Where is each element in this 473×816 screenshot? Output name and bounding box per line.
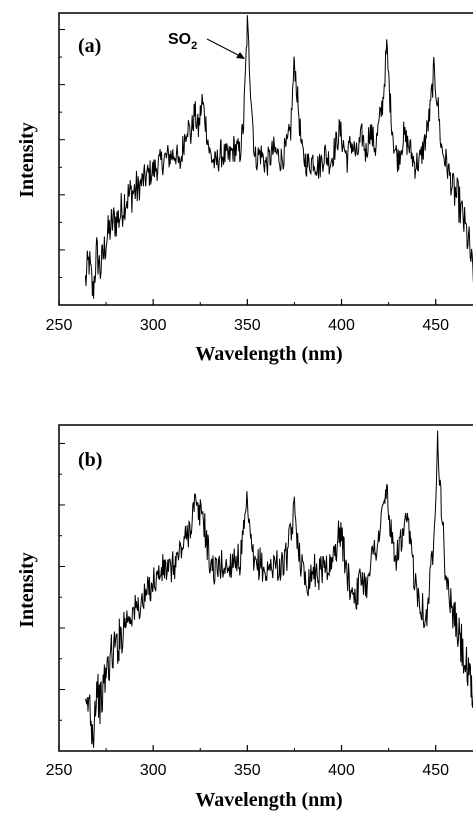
x-tick-label: 250 (46, 762, 73, 779)
y-axis-title-a: Intensity (16, 122, 38, 198)
x-tick-label: 450 (422, 317, 449, 334)
panel-label-b: (b) (78, 449, 102, 471)
y-ticks-b (59, 442, 65, 721)
annotation-subscript: 2 (191, 40, 197, 52)
x-tick-label: 300 (140, 317, 167, 334)
y-axis-title-b: Intensity (16, 552, 38, 628)
annotation-arrow (206, 38, 241, 57)
chart-panel-a: 250 300 350 400 450 (a) Intensity Wavelength… (16, 12, 473, 365)
chart-panel-b: 250 300 350 400 450 (b) Intensity Wavelength… (16, 424, 473, 811)
x-axis-title-b: Wavelength (nm) (195, 789, 342, 811)
x-tick-label: 250 (46, 317, 73, 334)
x-tick-label: 350 (234, 762, 261, 779)
x-tick-label: 400 (328, 317, 355, 334)
spectrum-line-a (84, 15, 473, 299)
y-ticks-a (59, 29, 65, 278)
x-tick-label: 450 (422, 762, 449, 779)
plot-frame-a (58, 12, 473, 306)
x-axis-title-a: Wavelength (nm) (195, 343, 342, 365)
annotation-text: SO (168, 31, 191, 48)
x-ticks-b: 250 300 350 400 450 (46, 745, 449, 779)
panel-label-a: (a) (78, 35, 101, 57)
annotation-arrowhead (236, 52, 245, 59)
x-tick-label: 350 (234, 317, 261, 334)
annotation-so2: SO2 (168, 31, 245, 59)
plot-frame-b (58, 424, 473, 752)
svg-text:SO2: SO2 (168, 31, 197, 52)
spectrum-line-b (84, 430, 473, 748)
x-tick-label: 400 (328, 762, 355, 779)
x-ticks-a: 250 300 350 400 450 (46, 299, 449, 334)
x-tick-label: 300 (140, 762, 167, 779)
